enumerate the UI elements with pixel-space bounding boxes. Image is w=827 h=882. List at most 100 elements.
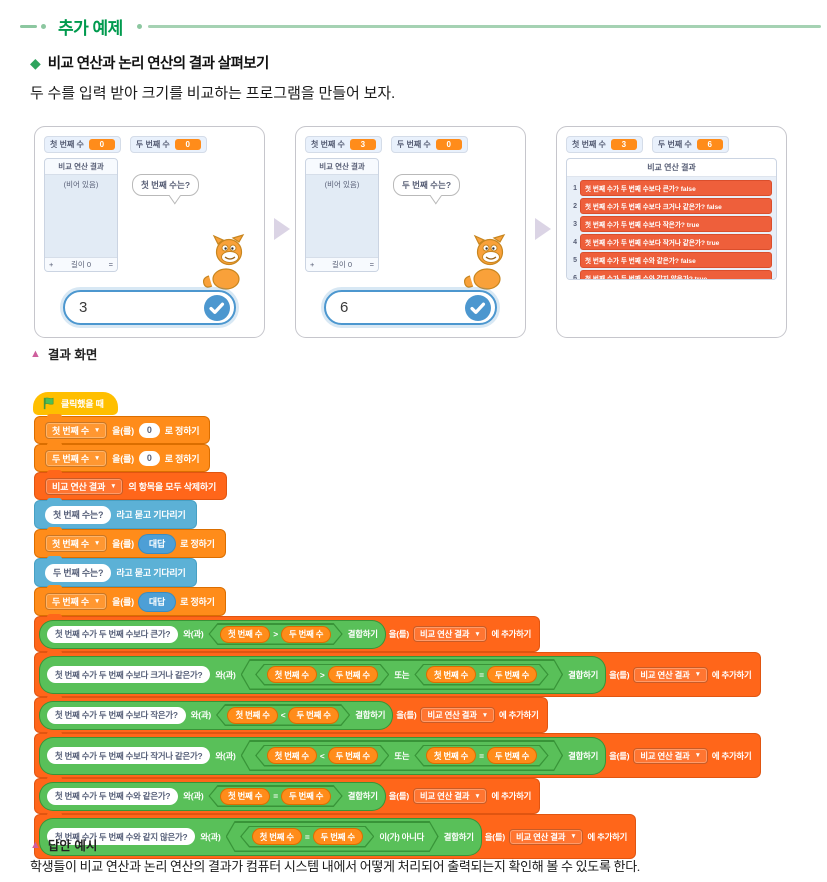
block-add-to-list[interactable]: 첫 번째 수가 두 번째 수보다 크거나 같은가? 와(과) 첫 번째 수 > …	[35, 650, 760, 696]
value-input[interactable]: 0	[138, 422, 160, 438]
question-input[interactable]: 첫 번째 수는?	[45, 505, 112, 524]
text-input[interactable]: 첫 번째 수가 두 번째 수와 같지 않은가?	[47, 828, 196, 845]
list-monitor[interactable]: 비교 연산 결과 (비어 있음) + 길이 0 =	[305, 158, 379, 272]
ask-input[interactable]: 3	[63, 290, 236, 325]
list-dropdown[interactable]: 비교 연산 결과 ▼	[420, 707, 495, 723]
text-input[interactable]: 첫 번째 수가 두 번째 수보다 큰가?	[47, 625, 179, 643]
text-input[interactable]: 첫 번째 수가 두 번째 수보다 크거나 같은가?	[47, 666, 211, 683]
list-dropdown[interactable]: 비교 연산 결과 ▼	[633, 666, 708, 683]
variable-dropdown[interactable]: 첫 번째 수 ▼	[45, 421, 108, 439]
block-set-variable-to-answer[interactable]: 두 번째 수 ▼ 을(를) 대답 로 정하기	[35, 585, 225, 615]
variable-reporter[interactable]: 두 번째 수	[314, 829, 362, 844]
chevron-down-icon: ▼	[474, 630, 481, 638]
result-screens: 첫 번째 수 0 두 번째 수 0 비교 연산 결과 (비어 있음) + 길이 …	[34, 126, 787, 338]
or-operator[interactable]: 첫 번째 수 < 두 번째 수 또는 첫 번째 수 = 두 번째 수	[241, 740, 564, 771]
submit-check-button[interactable]	[204, 294, 230, 321]
variable-reporter[interactable]: 두 번째 수	[282, 789, 330, 804]
variable-reporter[interactable]: 두 번째 수	[488, 667, 536, 682]
variable-reporter[interactable]: 첫 번째 수	[268, 667, 316, 682]
block-set-variable-to-answer[interactable]: 첫 번째 수 ▼ 을(를) 대답 로 정하기	[35, 527, 225, 557]
join-operator[interactable]: 첫 번째 수가 두 번째 수와 같지 않은가? 와(과) 첫 번째 수 = 두 …	[40, 818, 481, 855]
variable-reporter[interactable]: 첫 번째 수	[427, 667, 475, 682]
variable-monitor[interactable]: 두 번째 수 6	[651, 136, 729, 153]
variable-reporter[interactable]: 두 번째 수	[329, 667, 377, 682]
greater-than-operator[interactable]: 첫 번째 수 > 두 번째 수	[255, 664, 389, 686]
equals-operator[interactable]: 첫 번째 수 = 두 번째 수	[208, 785, 342, 807]
variable-reporter[interactable]: 첫 번째 수	[268, 748, 316, 763]
variable-reporter[interactable]: 두 번째 수	[488, 748, 536, 763]
ask-input-value[interactable]: 6	[340, 299, 349, 316]
variable-monitor[interactable]: 첫 번째 수 3	[305, 136, 382, 153]
join-operator[interactable]: 첫 번째 수가 두 번째 수보다 크거나 같은가? 와(과) 첫 번째 수 > …	[40, 656, 606, 693]
block-set-variable[interactable]: 첫 번째 수 ▼ 을(를) 0 로 정하기	[35, 414, 210, 443]
answer-reporter[interactable]: 대답	[138, 592, 176, 611]
variable-reporter[interactable]: 첫 번째 수	[221, 627, 269, 642]
greater-than-operator[interactable]: 첫 번째 수 > 두 번째 수	[208, 623, 342, 645]
or-operator[interactable]: 첫 번째 수 > 두 번째 수 또는 첫 번째 수 = 두 번째 수	[241, 659, 564, 690]
variable-monitor[interactable]: 두 번째 수 0	[129, 136, 207, 153]
block-add-to-list[interactable]: 첫 번째 수가 두 번째 수와 같은가? 와(과) 첫 번째 수 = 두 번째 …	[35, 776, 540, 813]
value-input[interactable]: 0	[138, 450, 160, 466]
list-resize-handle[interactable]: =	[369, 260, 374, 269]
block-set-variable[interactable]: 두 번째 수 ▼ 을(를) 0 로 정하기	[35, 442, 210, 471]
block-delete-all-of-list[interactable]: 비교 연산 결과 ▼ 의 항목을 모두 삭제하기	[35, 470, 227, 499]
list-dropdown[interactable]: 비교 연산 결과 ▼	[412, 626, 488, 642]
block-add-to-list[interactable]: 첫 번째 수가 두 번째 수보다 큰가? 와(과) 첫 번째 수 > 두 번째 …	[35, 614, 540, 651]
variable-reporter[interactable]: 두 번째 수	[282, 627, 330, 642]
block-ask-and-wait[interactable]: 두 번째 수는? 라고 묻고 기다리기	[35, 556, 196, 586]
equals-operator[interactable]: 첫 번째 수 = 두 번째 수	[414, 664, 548, 686]
answer-reporter[interactable]: 대답	[138, 534, 176, 553]
block-label: 또는	[394, 669, 410, 680]
equals-operator[interactable]: 첫 번째 수 = 두 번째 수	[240, 826, 374, 848]
variable-dropdown[interactable]: 두 번째 수 ▼	[45, 593, 108, 610]
variable-label: 두 번째 수	[657, 140, 692, 149]
list-resize-handle[interactable]: =	[108, 260, 113, 269]
variable-dropdown[interactable]: 두 번째 수 ▼	[45, 449, 108, 467]
list-dropdown[interactable]: 비교 연산 결과 ▼	[45, 477, 124, 495]
variable-reporter[interactable]: 첫 번째 수	[228, 708, 276, 723]
ask-input[interactable]: 6	[324, 290, 497, 325]
variable-reporter[interactable]: 첫 번째 수	[253, 829, 301, 844]
submit-check-button[interactable]	[465, 294, 491, 321]
block-add-to-list[interactable]: 첫 번째 수가 두 번째 수와 같지 않은가? 와(과) 첫 번째 수 = 두 …	[35, 812, 636, 858]
block-ask-and-wait[interactable]: 첫 번째 수는? 라고 묻고 기다리기	[35, 498, 196, 528]
list-title: 비교 연산 결과	[306, 159, 378, 175]
text-input[interactable]: 첫 번째 수가 두 번째 수보다 작거나 같은가?	[47, 747, 211, 764]
variable-reporter[interactable]: 두 번째 수	[289, 708, 337, 723]
variable-dropdown[interactable]: 첫 번째 수 ▼	[45, 535, 108, 552]
list-add-button[interactable]: +	[310, 260, 315, 269]
list-dropdown[interactable]: 비교 연산 결과 ▼	[508, 828, 584, 845]
variable-reporter[interactable]: 두 번째 수	[329, 748, 377, 763]
not-operator[interactable]: 첫 번째 수 = 두 번째 수 이(가) 아니다	[226, 821, 439, 852]
block-add-to-list[interactable]: 첫 번째 수가 두 번째 수보다 작은가? 와(과) 첫 번째 수 < 두 번째…	[35, 695, 547, 732]
ask-input-value[interactable]: 3	[79, 299, 88, 316]
join-operator[interactable]: 첫 번째 수가 두 번째 수보다 작은가? 와(과) 첫 번째 수 < 두 번째…	[40, 701, 393, 729]
list-item-index: 4	[573, 238, 577, 246]
less-than-operator[interactable]: 첫 번째 수 < 두 번째 수	[216, 704, 350, 726]
list-monitor[interactable]: 비교 연산 결과 (비어 있음) + 길이 0 =	[44, 158, 118, 272]
equals-operator[interactable]: 첫 번째 수 = 두 번째 수	[414, 745, 548, 767]
block-add-to-list[interactable]: 첫 번째 수가 두 번째 수보다 작거나 같은가? 와(과) 첫 번째 수 < …	[35, 731, 760, 777]
dropdown-value: 두 번째 수	[52, 453, 89, 464]
list-add-button[interactable]: +	[49, 260, 54, 269]
variable-reporter[interactable]: 첫 번째 수	[427, 748, 475, 763]
variable-label: 첫 번째 수	[572, 140, 606, 149]
cat-sprite[interactable]	[201, 234, 255, 292]
question-input[interactable]: 두 번째 수는?	[45, 563, 112, 582]
less-than-operator[interactable]: 첫 번째 수 < 두 번째 수	[255, 745, 389, 767]
text-input[interactable]: 첫 번째 수가 두 번째 수보다 작은가?	[47, 706, 186, 724]
block-when-flag-clicked[interactable]: 클릭했을 때	[33, 392, 118, 415]
variable-monitor[interactable]: 두 번째 수 0	[390, 136, 468, 153]
cat-sprite[interactable]	[462, 234, 516, 292]
block-label: 와(과)	[183, 791, 204, 801]
list-dropdown[interactable]: 비교 연산 결과 ▼	[633, 747, 708, 764]
list-dropdown[interactable]: 비교 연산 결과 ▼	[412, 788, 488, 804]
variable-monitor[interactable]: 첫 번째 수 3	[566, 136, 643, 153]
join-operator[interactable]: 첫 번째 수가 두 번째 수보다 큰가? 와(과) 첫 번째 수 > 두 번째 …	[40, 620, 385, 648]
variable-reporter[interactable]: 첫 번째 수	[221, 789, 269, 804]
variable-monitor[interactable]: 첫 번째 수 0	[44, 136, 121, 153]
join-operator[interactable]: 첫 번째 수가 두 번째 수보다 작거나 같은가? 와(과) 첫 번째 수 < …	[40, 737, 606, 774]
join-operator[interactable]: 첫 번째 수가 두 번째 수와 같은가? 와(과) 첫 번째 수 = 두 번째 …	[40, 782, 385, 810]
text-input[interactable]: 첫 번째 수가 두 번째 수와 같은가?	[47, 787, 179, 805]
